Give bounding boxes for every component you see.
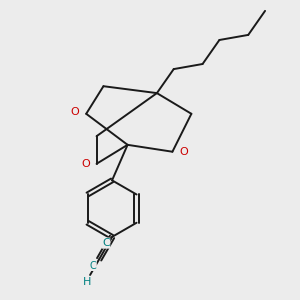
Text: O: O <box>179 147 188 157</box>
Text: C: C <box>102 238 110 248</box>
Text: O: O <box>71 107 80 117</box>
Text: O: O <box>81 159 90 169</box>
Text: H: H <box>83 277 92 287</box>
Text: C: C <box>90 260 96 271</box>
